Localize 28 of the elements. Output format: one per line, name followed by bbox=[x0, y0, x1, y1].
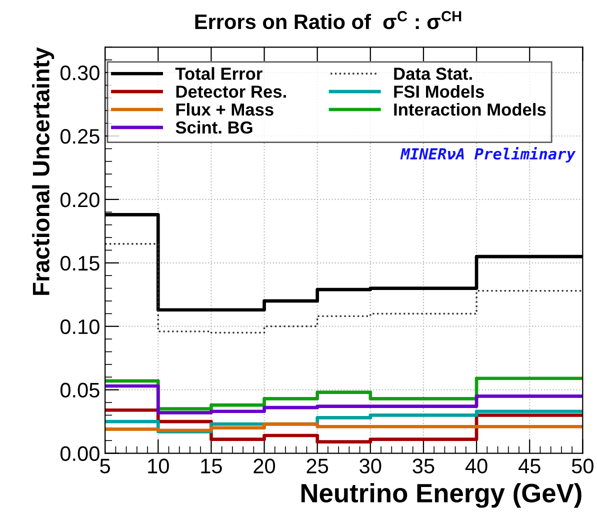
x-axis-title: Neutrino Energy (GeV) bbox=[301, 483, 582, 508]
legend-label: Interaction Models bbox=[394, 102, 546, 116]
x-tick-label: 25 bbox=[306, 458, 328, 474]
legend-label: FSI Models bbox=[394, 85, 484, 98]
x-tick-label: 40 bbox=[465, 458, 488, 474]
x-tick-label: 35 bbox=[412, 458, 434, 474]
legend-label: Data Stat. bbox=[394, 68, 472, 80]
legend-label: Detector Res. bbox=[176, 86, 286, 98]
y-tick-label: 0.15 bbox=[60, 256, 100, 271]
x-tick-label: 30 bbox=[360, 458, 382, 474]
legend-label: Total Error bbox=[175, 67, 262, 80]
y-tick-label: 0.20 bbox=[60, 192, 100, 208]
x-tick-label: 5 bbox=[100, 458, 110, 474]
legend-label: Flux + Mass bbox=[176, 102, 274, 116]
legend-label: Scint. BG bbox=[176, 120, 252, 134]
y-tick-label: 0.10 bbox=[60, 319, 100, 334]
annotation: MINERνA Preliminary bbox=[400, 146, 576, 163]
x-tick-label: 10 bbox=[148, 458, 169, 474]
y-tick-label: 0.25 bbox=[60, 128, 100, 144]
y-tick-label: 0.05 bbox=[60, 382, 100, 398]
y-tick-label: 0.00 bbox=[60, 446, 100, 462]
x-tick-label: 20 bbox=[254, 458, 276, 474]
x-tick-label: 45 bbox=[518, 458, 540, 474]
chart-title: Errors on Ratio of σ$^{C}$ : σ$^{CH}$ bbox=[195, 11, 462, 30]
y-tick-label: 0.30 bbox=[60, 66, 100, 80]
y-axis-title: Fractional Uncertainty bbox=[32, 47, 54, 295]
x-tick-label: 15 bbox=[201, 458, 222, 474]
x-tick-label: 50 bbox=[572, 458, 594, 474]
